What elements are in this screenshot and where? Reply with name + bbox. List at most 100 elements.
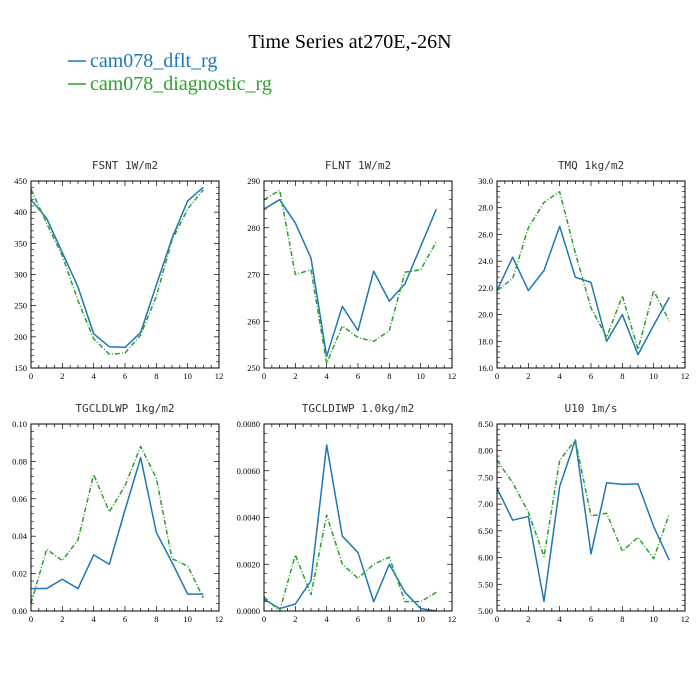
y-tick-label: 150 <box>14 363 27 373</box>
y-tick-label: 5.50 <box>478 579 493 589</box>
x-tick-label: 10 <box>416 614 425 624</box>
x-tick-label: 6 <box>356 371 360 381</box>
plot-frame <box>263 423 453 612</box>
panel-3: TMQ 1kg/m2 0 2 4 6 8 10 12 16.0 18.0 20.0 22.0 24.0 2… <box>478 159 689 381</box>
y-tick-label: 0.04 <box>12 531 28 541</box>
x-tick-label: 12 <box>681 371 690 381</box>
y-tick-label: 22.0 <box>478 283 493 293</box>
y-tick-label: 0.0040 <box>237 513 260 523</box>
figure-title: Time Series at270E,-26N <box>248 31 451 53</box>
y-tick-label: 30.0 <box>478 176 493 186</box>
x-tick-label: 8 <box>154 371 158 381</box>
series-line-dflt <box>496 439 671 603</box>
y-tick-label: 18.0 <box>478 336 493 346</box>
series-line-diagnostic <box>496 190 670 351</box>
x-tick-label: 6 <box>123 371 127 381</box>
plot-frame <box>263 180 453 369</box>
y-tick-label: 0.08 <box>12 456 27 466</box>
x-tick-label: 6 <box>589 614 593 624</box>
panel-4: TGCLDLWP 1kg/m2 0 2 4 6 8 10 12 0.00 0.02 0.04 0.06… <box>12 402 223 624</box>
x-tick-label: 0 <box>29 614 33 624</box>
x-tick-label: 8 <box>387 371 391 381</box>
x-tick-label: 12 <box>448 614 457 624</box>
plot-frame <box>496 180 686 369</box>
panel-title: FSNT 1W/m2 <box>92 159 158 172</box>
panels: FSNT 1W/m20 2 4 6 8 10 12150200250300350400450… <box>12 159 689 624</box>
panel-title: TMQ 1kg/m2 <box>558 159 624 172</box>
y-tick-label: 28.0 <box>478 203 493 213</box>
y-tick-label: 0.02 <box>12 569 27 579</box>
x-tick-label: 8 <box>620 614 624 624</box>
x-tick-label: 0 <box>495 614 499 624</box>
y-tick-label: 280 <box>247 223 260 233</box>
y-tick-label: 8.50 <box>478 419 493 429</box>
legend-label-dflt: cam078_dflt_rg <box>90 50 217 72</box>
y-tick-label: 400 <box>14 207 27 217</box>
series-line-diagnostic <box>263 189 437 365</box>
y-tick-label: 7.50 <box>478 472 493 482</box>
x-tick-label: 10 <box>183 614 192 624</box>
x-tick-label: 2 <box>60 614 64 624</box>
y-tick-label: 6.00 <box>478 553 493 563</box>
y-tick-label: 350 <box>14 238 27 248</box>
series-line-diagnostic <box>30 445 205 604</box>
x-tick-label: 4 <box>325 614 330 624</box>
series-line-diagnostic <box>496 439 671 560</box>
x-tick-label: 0 <box>495 371 499 381</box>
y-tick-label: 250 <box>247 363 260 373</box>
y-tick-label: 0.0060 <box>237 466 260 476</box>
y-tick-label: 5.00 <box>478 606 493 616</box>
x-tick-label: 0 <box>262 614 266 624</box>
x-tick-label: 10 <box>649 614 658 624</box>
x-tick-label: 2 <box>60 371 64 381</box>
y-tick-label: 450 <box>14 176 27 186</box>
y-tick-label: 6.50 <box>478 526 493 536</box>
x-tick-label: 6 <box>589 371 593 381</box>
x-tick-label: 2 <box>293 371 297 381</box>
panel-title: FLNT 1W/m2 <box>325 159 391 172</box>
x-tick-label: 8 <box>387 614 391 624</box>
y-tick-label: 0.00 <box>12 606 27 616</box>
y-tick-label: 0.0000 <box>237 606 260 616</box>
series-line-dflt <box>263 444 437 612</box>
x-tick-label: 12 <box>215 614 224 624</box>
x-tick-label: 10 <box>183 371 192 381</box>
y-tick-label: 200 <box>14 332 27 342</box>
x-tick-label: 4 <box>558 614 563 624</box>
x-tick-label: 8 <box>154 614 158 624</box>
panel-title: U10 1m/s <box>565 402 618 415</box>
x-tick-label: 4 <box>92 614 97 624</box>
panel-title: TGCLDIWP 1.0kg/m2 <box>302 402 415 415</box>
x-tick-label: 10 <box>416 371 425 381</box>
x-tick-label: 0 <box>262 371 266 381</box>
panel-2: FLNT 1W/m2 0 2 4 6 8 10 12 250 260 270 280 290 <box>247 159 456 381</box>
y-tick-label: 26.0 <box>478 229 493 239</box>
plot-frame <box>30 180 220 369</box>
y-tick-label: 24.0 <box>478 256 493 266</box>
x-tick-label: 2 <box>293 614 297 624</box>
x-tick-label: 4 <box>325 371 330 381</box>
y-tick-label: 0.0080 <box>237 419 260 429</box>
y-tick-label: 7.00 <box>478 499 493 509</box>
x-tick-label: 6 <box>123 614 127 624</box>
plot-frame <box>496 423 686 612</box>
series-line-diagnostic <box>263 514 437 612</box>
y-tick-label: 260 <box>247 316 260 326</box>
series-line-dflt <box>30 186 204 349</box>
x-tick-label: 6 <box>356 614 360 624</box>
series-line-dflt <box>31 456 204 595</box>
y-tick-label: 20.0 <box>478 310 493 320</box>
x-tick-label: 2 <box>526 614 530 624</box>
series-line-dflt <box>263 198 438 358</box>
panel-5: TGCLDIWP 1.0kg/m2 0 2 4 6 8 10 12 0.0000 0.0020 0.… <box>237 402 457 624</box>
y-tick-label: 8.00 <box>478 446 493 456</box>
y-tick-label: 0.06 <box>12 494 27 504</box>
x-tick-label: 12 <box>215 371 224 381</box>
y-tick-label: 0.0020 <box>237 559 260 569</box>
plot-frame <box>30 423 220 612</box>
x-tick-label: 4 <box>92 371 97 381</box>
legend-label-diagnostic: cam078_diagnostic_rg <box>90 73 272 95</box>
y-tick-label: 290 <box>247 176 260 186</box>
panel-1: FSNT 1W/m2 0 2 4 6 8 10 12 150 200 250 300 350 400 450 <box>14 159 223 381</box>
